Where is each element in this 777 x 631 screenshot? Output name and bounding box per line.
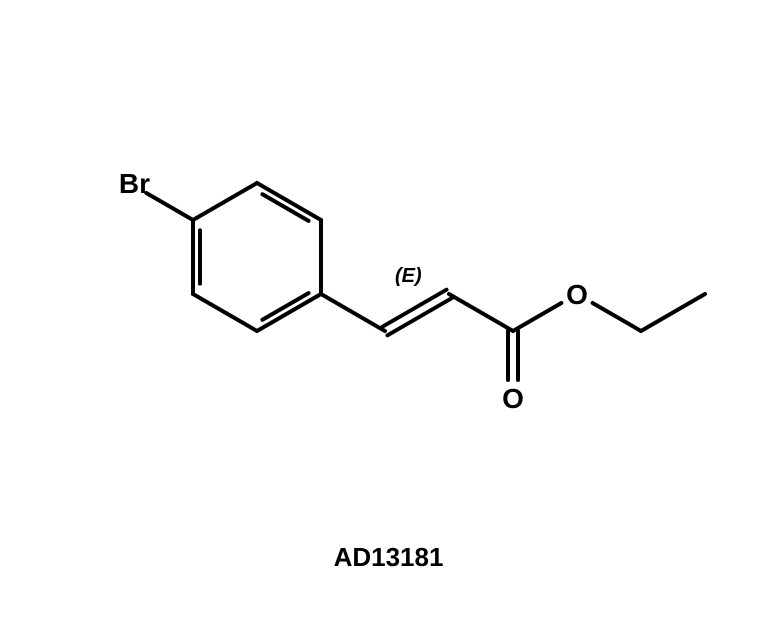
molecule-container: Br O O (E) AD13181 (0, 0, 777, 631)
molecule-svg: Br O O (E) (0, 0, 777, 631)
br-atom-label: Br (119, 168, 150, 199)
o-atom-label: O (502, 383, 524, 414)
compound-id-caption: AD13181 (0, 542, 777, 573)
o-atom-label: O (566, 279, 588, 310)
stereo-descriptor: (E) (395, 265, 422, 287)
